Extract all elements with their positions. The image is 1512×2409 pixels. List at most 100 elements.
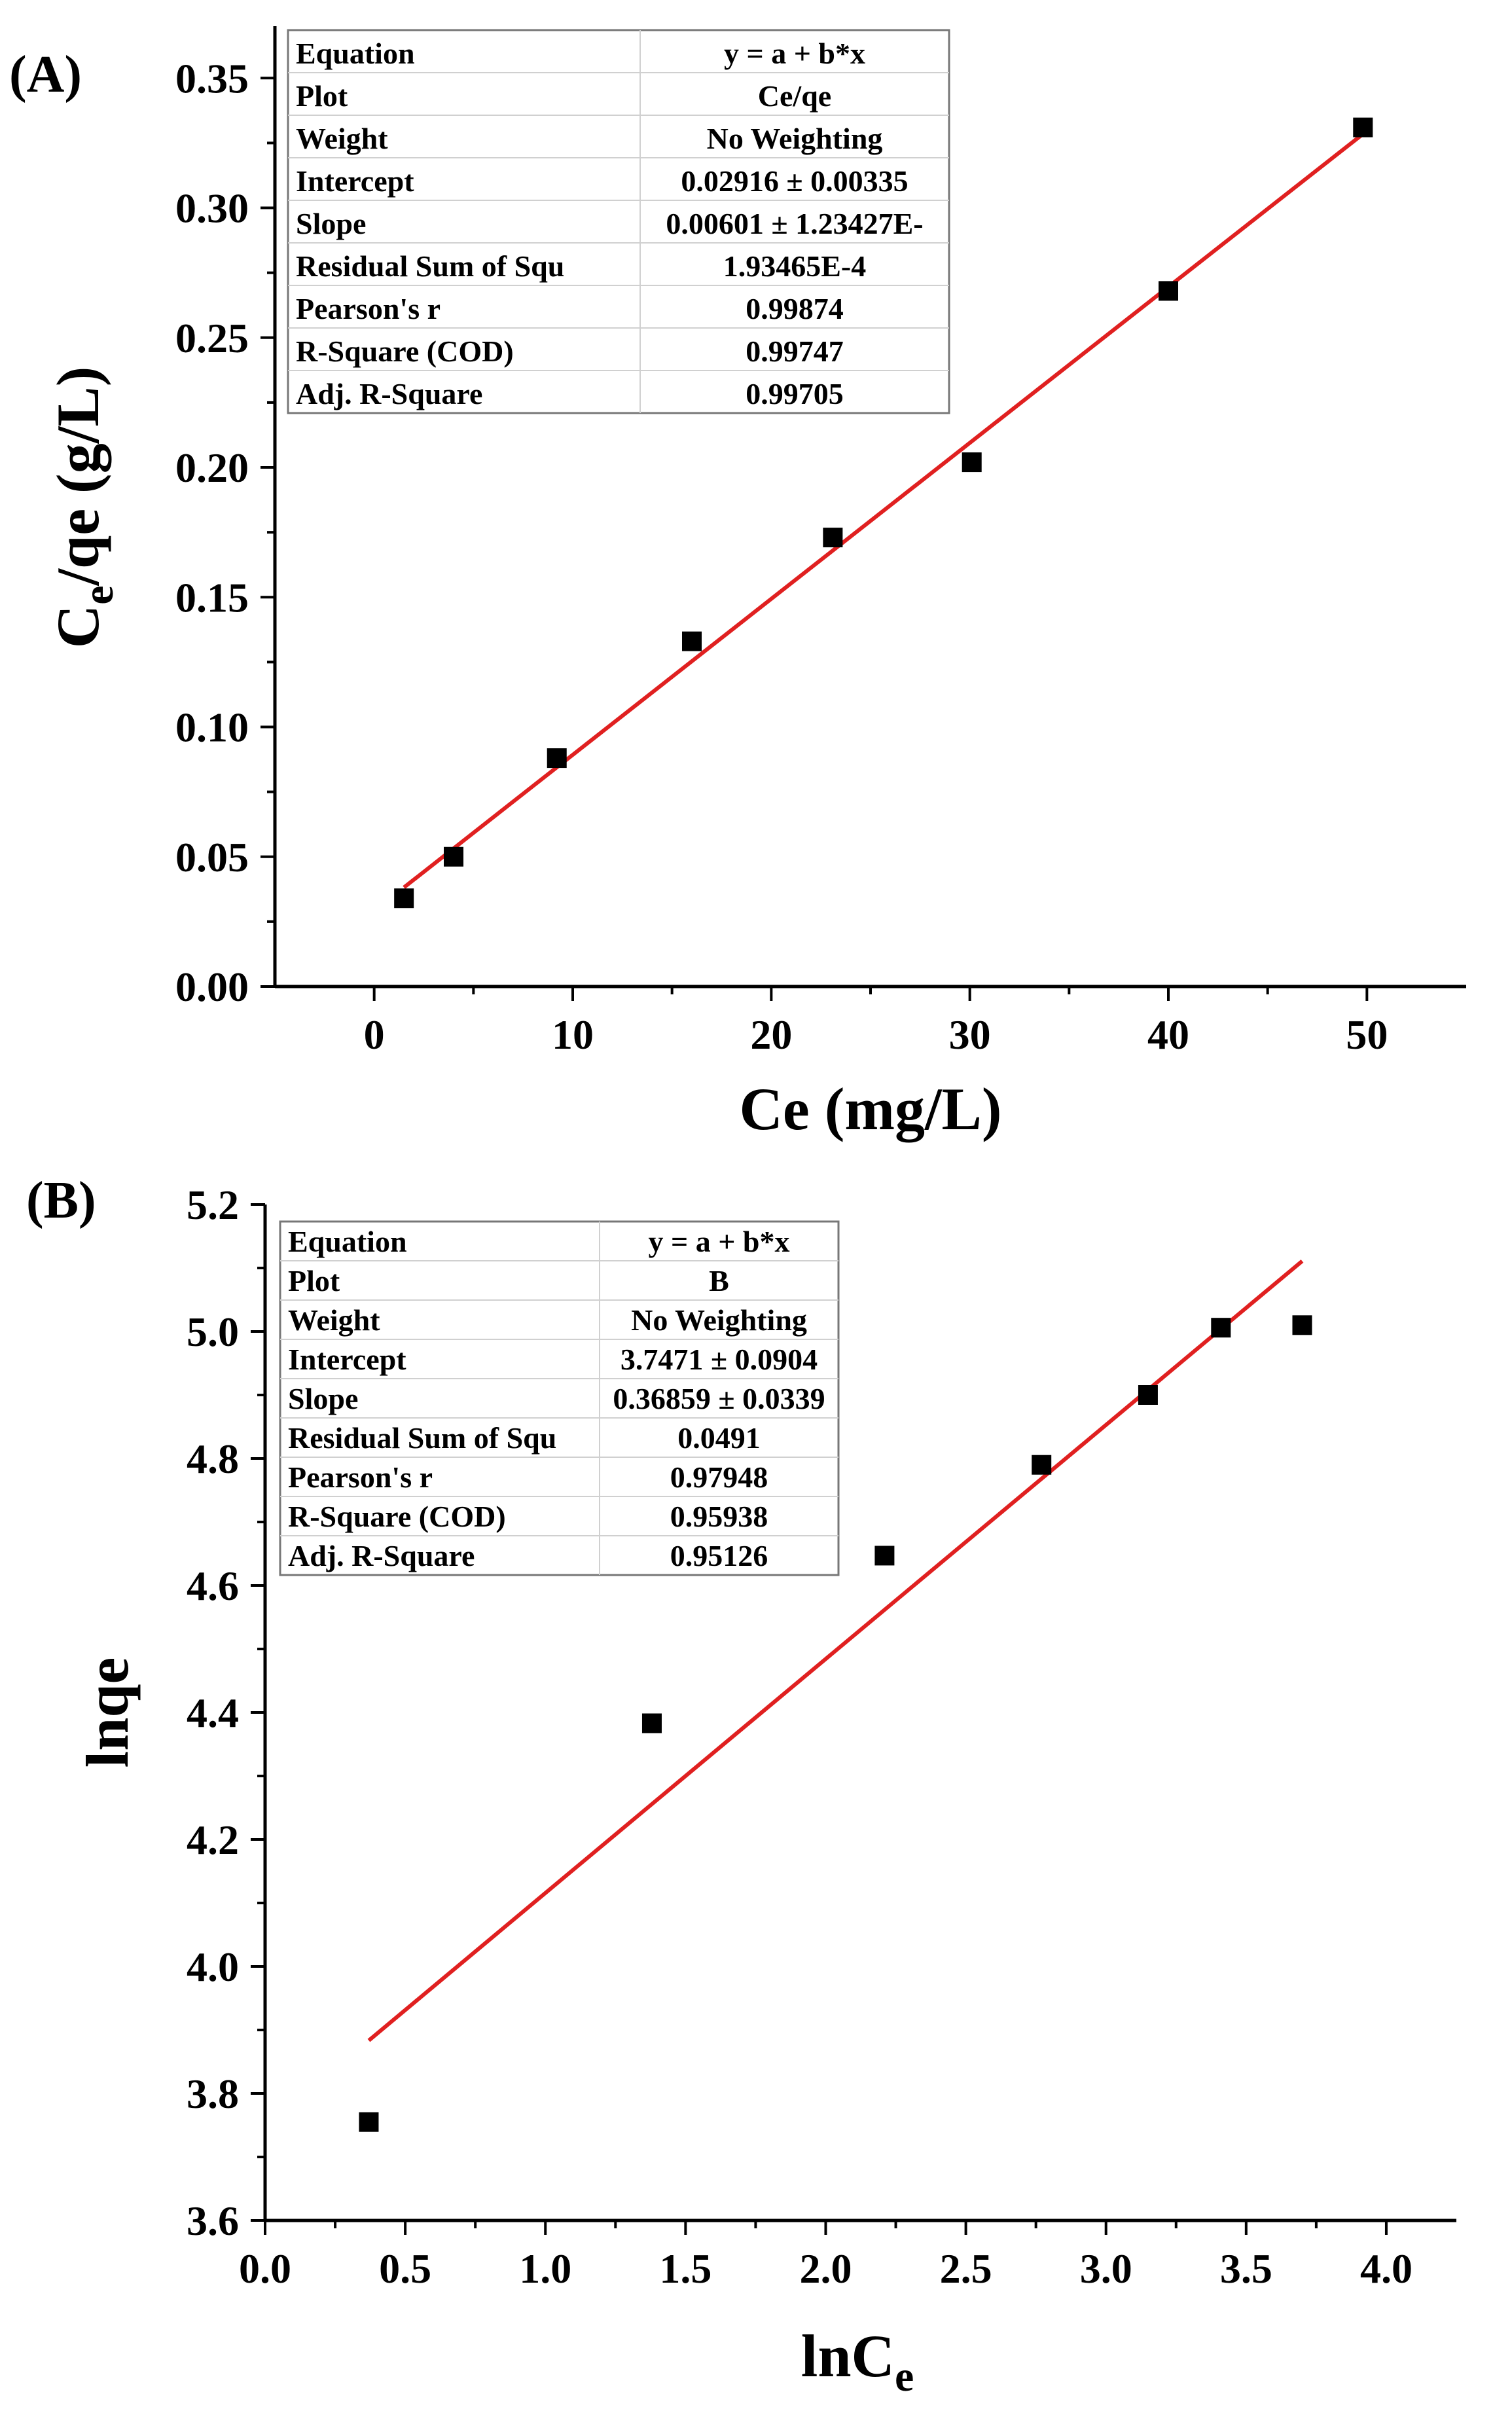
table-row-label: Pearson's r bbox=[296, 292, 441, 325]
data-point bbox=[962, 452, 982, 473]
panel-b-label: (B) bbox=[26, 1172, 96, 1229]
panel-b-x-title-sub: e bbox=[895, 2353, 914, 2400]
table-row-value: y = a + b*x bbox=[724, 37, 865, 70]
panel-b-y-tick-label: 5.0 bbox=[187, 1309, 239, 1355]
panel-b-table-frame bbox=[279, 1220, 840, 1576]
table-row-value: 0.00601 ± 1.23427E- bbox=[666, 207, 923, 240]
table-row-value: 0.95126 bbox=[670, 1539, 768, 1572]
panel-b-stats-table: Equation y = a + b*x Plot B Weight No Weighti… bbox=[279, 1220, 840, 1576]
data-point bbox=[1138, 1385, 1158, 1405]
table-row-value: No Weighting bbox=[631, 1303, 807, 1337]
table-row-label: Slope bbox=[296, 207, 366, 240]
table-row-label: Residual Sum of Squ bbox=[288, 1421, 556, 1455]
panel-a-y-tick-label: 0.35 bbox=[175, 55, 249, 101]
panel-a-y-tick-label: 0.00 bbox=[175, 964, 249, 1010]
table-row-value: 1.93465E-4 bbox=[723, 249, 867, 283]
table-row-value: 0.02916 ± 0.00335 bbox=[681, 164, 908, 198]
data-point bbox=[1032, 1455, 1052, 1475]
table-row-label: Equation bbox=[296, 37, 415, 70]
panel-a-x-tick-label: 30 bbox=[949, 1011, 991, 1058]
panel-b-y-tick-label: 4.0 bbox=[187, 1944, 239, 1990]
panel-b-x-tick-label: 3.0 bbox=[1080, 2245, 1132, 2292]
table-row-value: 0.97948 bbox=[670, 1460, 768, 1494]
panel-b-x-tick-label: 0.0 bbox=[239, 2245, 291, 2292]
panel-a-x-tick-label: 40 bbox=[1147, 1011, 1189, 1058]
panel-a-y-title-rest: /qe (g/L) bbox=[45, 367, 111, 587]
data-point bbox=[1292, 1315, 1312, 1335]
panel-a-y-title-c: C bbox=[45, 605, 111, 648]
table-row-value: 3.7471 ± 0.0904 bbox=[621, 1343, 818, 1376]
table-row-value: 0.36859 ± 0.0339 bbox=[613, 1382, 825, 1415]
panel-a-y-tick-label: 0.15 bbox=[175, 574, 249, 621]
panel-a-y-tick-label: 0.10 bbox=[175, 704, 249, 751]
table-row-label: Pearson's r bbox=[288, 1460, 433, 1494]
table-row-label: R-Square (COD) bbox=[288, 1500, 506, 1533]
data-point bbox=[641, 1713, 662, 1733]
panel-b-y-tick-label: 5.2 bbox=[187, 1182, 239, 1228]
table-row-label: R-Square (COD) bbox=[296, 335, 514, 368]
panel-a-table-frame bbox=[287, 29, 950, 414]
table-row-label: Intercept bbox=[288, 1343, 406, 1376]
panel-a-x-tick-label: 20 bbox=[750, 1011, 792, 1058]
table-row-label: Weight bbox=[288, 1303, 380, 1337]
panel-b-x-tick-label: 2.0 bbox=[799, 2245, 852, 2292]
table-row-label: Residual Sum of Squ bbox=[296, 249, 564, 283]
panel-a-y-tick-label: 0.05 bbox=[175, 834, 249, 880]
panel-b-x-tick-label: 1.5 bbox=[659, 2245, 711, 2292]
panel-a-stats-table: Equation y = a + b*x Plot Ce/qe Weight No Wei… bbox=[287, 29, 950, 414]
table-row-value: y = a + b*x bbox=[648, 1225, 789, 1258]
table-row-label: Plot bbox=[288, 1264, 340, 1297]
table-row-value: Ce/qe bbox=[758, 79, 831, 113]
panel-b-x-tick-label: 2.5 bbox=[940, 2245, 992, 2292]
panel-b-x-tick-label: 3.5 bbox=[1220, 2245, 1272, 2292]
panel-b-y-axis-title: lnqe bbox=[74, 1657, 141, 1768]
data-point bbox=[1159, 281, 1178, 301]
data-point bbox=[394, 888, 414, 909]
panel-a-y-tick-label: 0.30 bbox=[175, 185, 249, 232]
panel-b-y-tick-label: 3.6 bbox=[187, 2198, 239, 2244]
panel-a-y-title-sub: e bbox=[75, 586, 122, 605]
panel-b-y-tick-label: 3.8 bbox=[187, 2071, 239, 2117]
data-point bbox=[682, 631, 702, 651]
panel-b-x-tick-labels: 0.0 0.5 1.0 1.5 2.0 2.5 3.0 3.5 4.0 bbox=[239, 2245, 1413, 2292]
panel-b-y-tick-labels: 3.6 3.8 4.0 4.2 4.4 4.6 4.8 5.0 5.2 bbox=[187, 1182, 239, 2244]
panel-b: (B) 0.0 0.5 1.0 1.5 2.0 2.5 3.0 3.5 4.0 3.6 3.8 4.… bbox=[26, 1172, 1456, 2400]
panel-b-x-title-main: lnC bbox=[801, 2323, 895, 2389]
data-point bbox=[1353, 117, 1373, 137]
panel-a-x-tick-labels: 0 10 20 30 40 50 bbox=[364, 1011, 1388, 1058]
panel-a-x-tick-label: 10 bbox=[552, 1011, 594, 1058]
data-point bbox=[1211, 1318, 1231, 1338]
table-row-label: Slope bbox=[288, 1382, 358, 1415]
table-row-label: Equation bbox=[288, 1225, 407, 1258]
table-row-label: Intercept bbox=[296, 164, 414, 198]
panel-b-x-axis-title: lnCe bbox=[801, 2323, 914, 2400]
panel-a-x-tick-label: 50 bbox=[1346, 1011, 1388, 1058]
table-row-label: Weight bbox=[296, 122, 388, 155]
table-row-value: No Weighting bbox=[707, 122, 883, 155]
panel-a-data-points bbox=[394, 117, 1373, 909]
panel-b-y-tick-label: 4.2 bbox=[187, 1817, 239, 1863]
panel-a-y-tick-label: 0.20 bbox=[175, 444, 249, 491]
panel-a-label: (A) bbox=[9, 46, 82, 103]
table-row-value: 0.99747 bbox=[746, 335, 844, 368]
data-point bbox=[547, 748, 567, 769]
panel-b-y-tick-label: 4.4 bbox=[187, 1690, 239, 1736]
panel-a-y-tick-label: 0.25 bbox=[175, 315, 249, 361]
table-row-label: Adj. R-Square bbox=[296, 377, 482, 410]
table-row-value: B bbox=[709, 1264, 729, 1297]
panel-b-data-points bbox=[359, 1315, 1312, 2132]
panel-a-y-tick-labels: 0.00 0.05 0.10 0.15 0.20 0.25 0.30 0.35 bbox=[175, 55, 249, 1010]
data-point bbox=[874, 1546, 895, 1566]
data-point bbox=[823, 528, 843, 548]
data-point bbox=[444, 846, 463, 867]
panel-a-x-tick-label: 0 bbox=[364, 1011, 385, 1058]
panel-b-y-tick-label: 4.8 bbox=[187, 1436, 239, 1482]
panel-a-x-axis-title: Ce (mg/L) bbox=[739, 1076, 1001, 1142]
data-point bbox=[359, 2112, 379, 2132]
table-row-value: 0.0491 bbox=[677, 1421, 761, 1455]
panel-b-x-tick-label: 1.0 bbox=[519, 2245, 571, 2292]
panel-a-y-axis-title: Ce/qe (g/L) bbox=[45, 367, 122, 649]
panel-b-x-tick-label: 0.5 bbox=[379, 2245, 431, 2292]
panel-b-y-tick-label: 4.6 bbox=[187, 1563, 239, 1609]
